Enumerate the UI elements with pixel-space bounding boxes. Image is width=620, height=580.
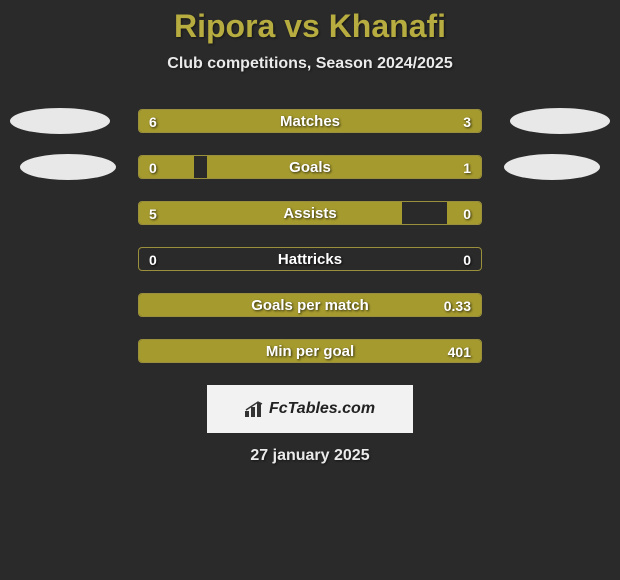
player1-badge bbox=[10, 108, 110, 134]
date-text: 27 january 2025 bbox=[0, 447, 620, 465]
player1-badge bbox=[20, 154, 116, 180]
vs-text: vs bbox=[284, 8, 320, 44]
stat-bar: Goals0 1 bbox=[138, 155, 482, 179]
stat-row: Hattricks0 0 bbox=[0, 247, 620, 271]
stat-row: Assists5 0 bbox=[0, 201, 620, 225]
stat-value-left: 0 bbox=[149, 156, 157, 179]
player2-badge bbox=[510, 108, 610, 134]
stat-rows: Matches63Goals01Assists50Hattricks00Goal… bbox=[0, 109, 620, 363]
container: Ripora vs Khanafi Club competitions, Sea… bbox=[0, 0, 620, 465]
brand-label: FcTables.com bbox=[269, 400, 375, 418]
stat-value-left: 0 bbox=[149, 248, 157, 271]
stat-value-right: 3 bbox=[463, 110, 471, 133]
stat-value-left: 6 bbox=[149, 110, 157, 133]
stat-row: Matches6 3 bbox=[0, 109, 620, 133]
stat-bar: Assists5 0 bbox=[138, 201, 482, 225]
stat-label: Hattricks bbox=[139, 248, 481, 271]
stat-label: Goals bbox=[139, 156, 481, 179]
chart-icon bbox=[245, 401, 265, 417]
stat-label: Min per goal bbox=[139, 340, 481, 363]
player2-badge bbox=[504, 154, 600, 180]
player2-name: Khanafi bbox=[329, 8, 446, 44]
stat-value-right: 0 bbox=[463, 248, 471, 271]
stat-label: Goals per match bbox=[139, 294, 481, 317]
stat-value-right: 1 bbox=[463, 156, 471, 179]
stat-bar: Min per goal401 bbox=[138, 339, 482, 363]
stat-value-right: 0.33 bbox=[444, 294, 471, 317]
brand-text: FcTables.com bbox=[245, 400, 375, 418]
player1-name: Ripora bbox=[174, 8, 275, 44]
subtitle: Club competitions, Season 2024/2025 bbox=[0, 55, 620, 73]
stat-row: Min per goal401 bbox=[0, 339, 620, 363]
stat-row: Goals per match0.33 bbox=[0, 293, 620, 317]
stat-bar: Hattricks0 0 bbox=[138, 247, 482, 271]
stat-value-right: 0 bbox=[463, 202, 471, 225]
stat-label: Matches bbox=[139, 110, 481, 133]
brand-box[interactable]: FcTables.com bbox=[207, 385, 413, 433]
stat-bar: Matches6 3 bbox=[138, 109, 482, 133]
stat-label: Assists bbox=[139, 202, 481, 225]
page-title: Ripora vs Khanafi bbox=[0, 8, 620, 45]
stat-row: Goals0 1 bbox=[0, 155, 620, 179]
stat-bar: Goals per match0.33 bbox=[138, 293, 482, 317]
stat-value-right: 401 bbox=[448, 340, 471, 363]
stat-value-left: 5 bbox=[149, 202, 157, 225]
